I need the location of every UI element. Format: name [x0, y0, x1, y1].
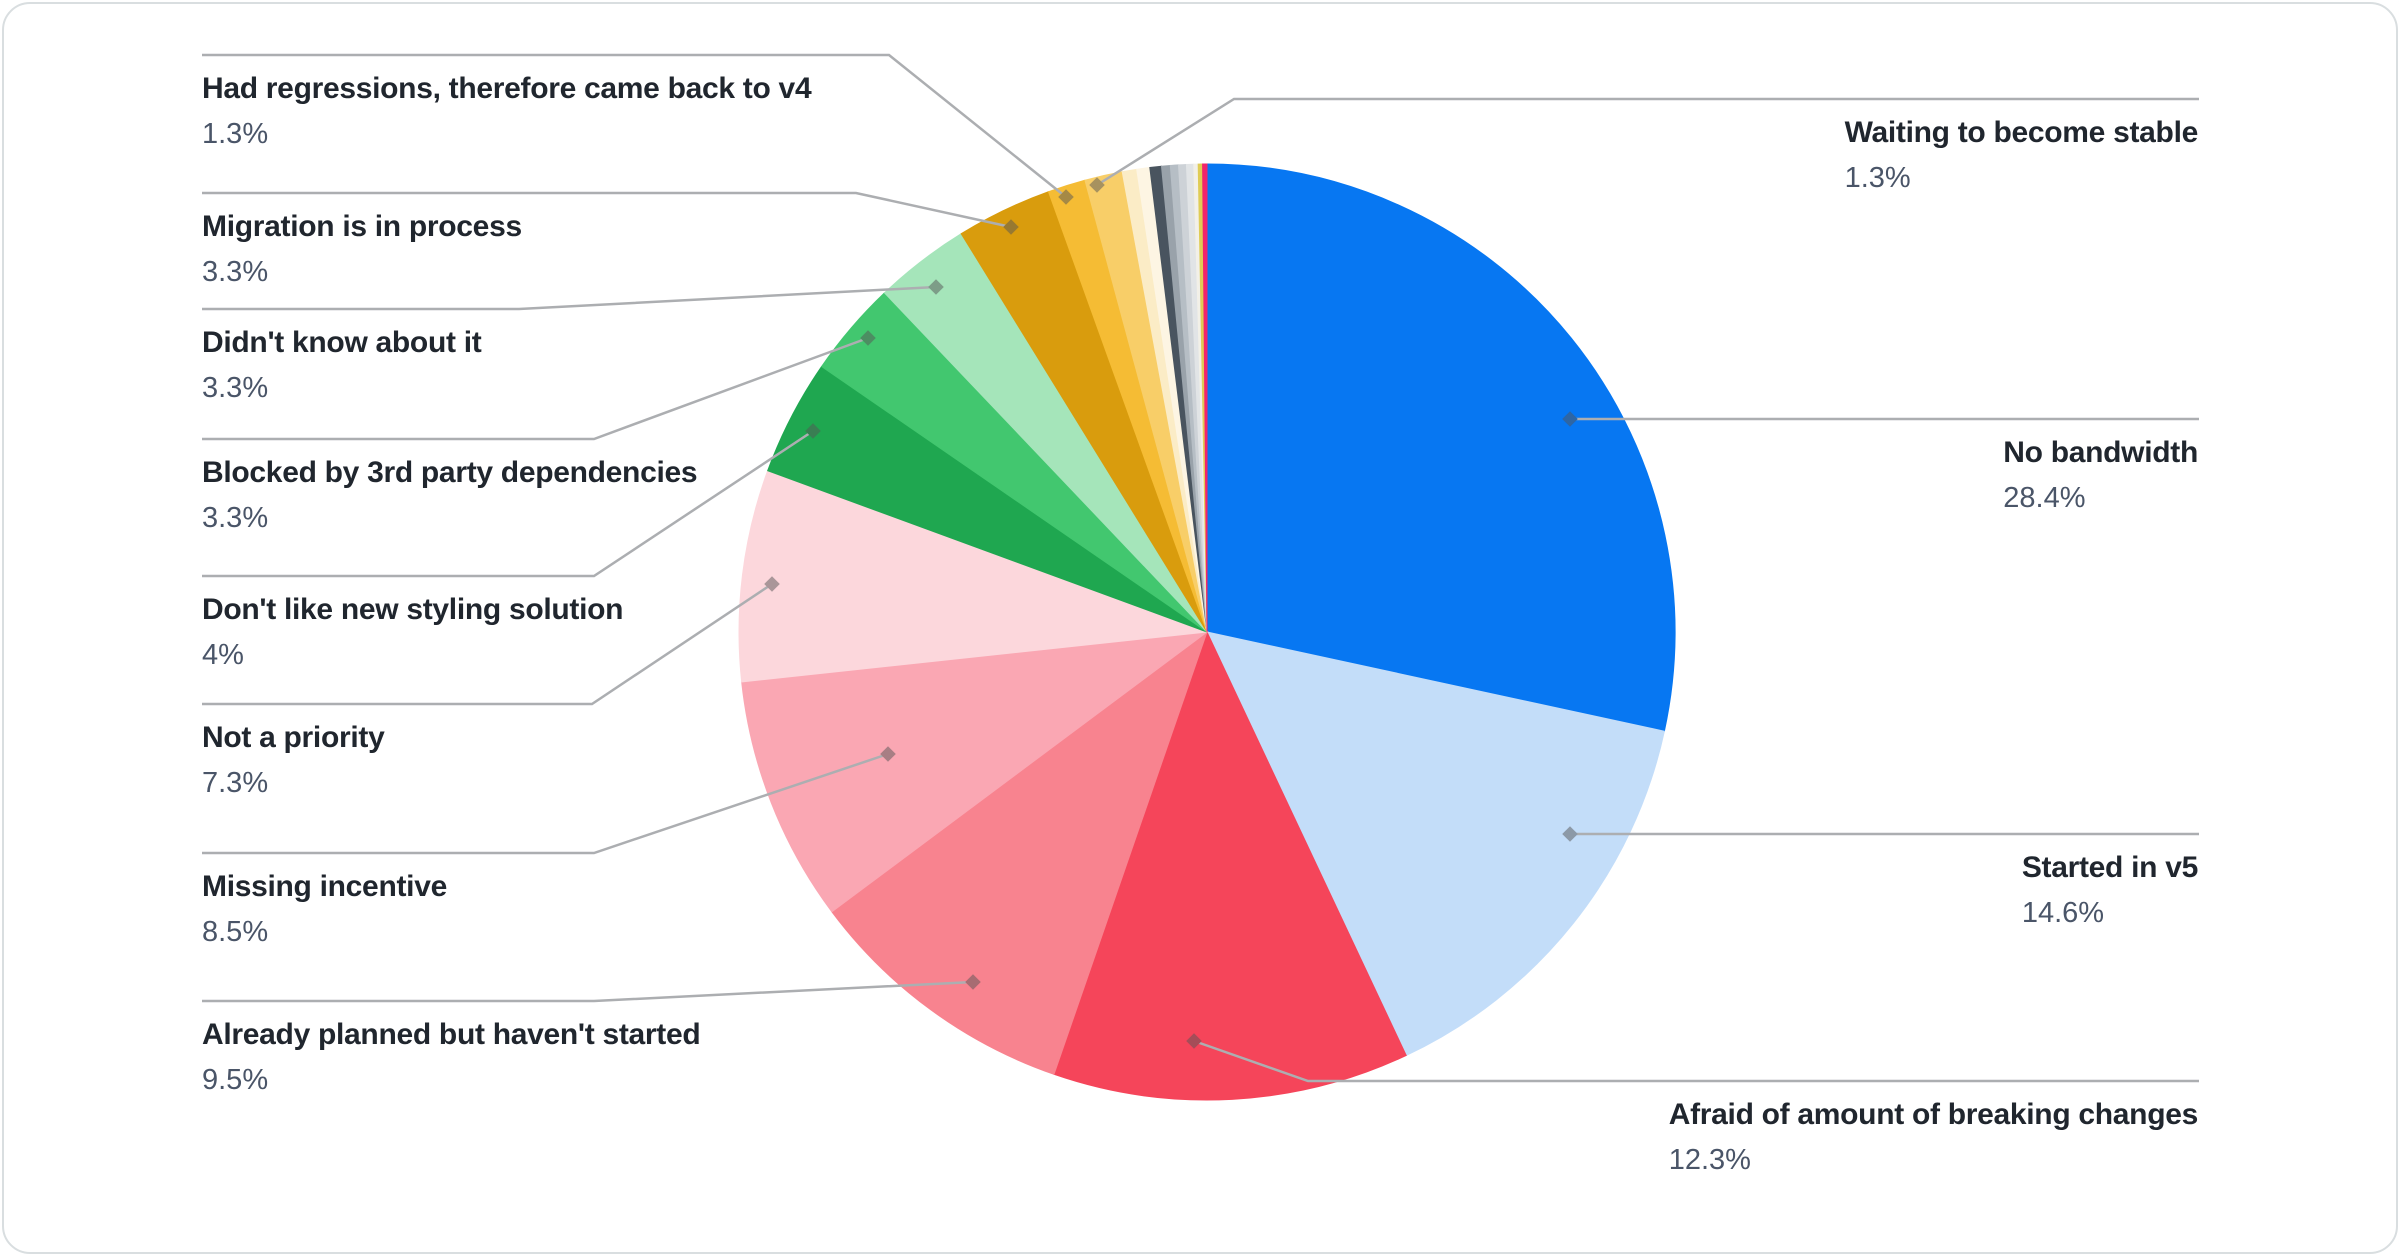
slice-percent-afraid-of-amount-of-breaking-changes: 12.3%	[1668, 1144, 1751, 1176]
slice-percent-migration-is-in-process: 3.3%	[202, 256, 269, 288]
connector-line-afraid-of-amount-of-breaking-changes	[1193, 1039, 2199, 1083]
label-block-started-in-v5: Started in v5 14.6%	[2022, 846, 2198, 936]
label-block-had-regressions-came-back-to-v4: Had regressions, therefore came back to …	[202, 67, 812, 157]
slice-percent-already-planned-but-havent-started: 9.5%	[202, 1064, 269, 1096]
slice-percent-no-bandwidth: 28.4%	[2003, 482, 2086, 514]
connector-line-didnt-know-about-it	[202, 285, 937, 311]
slice-afraid-of-amount-of-breaking-changes[interactable]	[1053, 630, 1407, 1101]
slice-percent-waiting-to-become-stable: 1.3%	[1844, 162, 1911, 194]
connector-line-missing-incentive	[202, 752, 889, 855]
slice-name-no-bandwidth: No bandwidth	[2003, 436, 2198, 469]
label-block-didnt-know-about-it: Didn't know about it 3.3%	[202, 321, 482, 411]
label-block-not-a-priority: Not a priority 7.3%	[202, 716, 385, 806]
slice-name-blocked-by-3rd-party-dependencies: Blocked by 3rd party dependencies	[202, 456, 698, 489]
slice-percent-had-regressions-came-back-to-v4: 1.3%	[202, 118, 269, 150]
marker-had-regressions-came-back-to-v4	[1058, 189, 1074, 205]
marker-already-planned-but-havent-started	[965, 974, 981, 990]
connector-line-dont-like-new-styling-solution	[202, 429, 814, 578]
slice-not-a-priority[interactable]	[738, 470, 1208, 683]
slice-name-not-a-priority: Not a priority	[202, 721, 385, 754]
marker-no-bandwidth	[1562, 411, 1578, 427]
marker-missing-incentive	[880, 746, 896, 762]
marker-afraid-of-amount-of-breaking-changes	[1186, 1033, 1202, 1049]
connector-line-waiting-to-become-stable	[1096, 97, 2199, 187]
label-block-afraid-of-amount-of-breaking-changes: Afraid of amount of breaking changes 12.3…	[1668, 1093, 2199, 1183]
slice-percent-didnt-know-about-it: 3.3%	[202, 372, 269, 404]
slice-percent-missing-incentive: 8.5%	[202, 916, 269, 948]
slice-name-afraid-of-amount-of-breaking-changes: Afraid of amount of breaking changes	[1668, 1098, 2199, 1131]
slice-percent-blocked-by-3rd-party-dependencies: 3.3%	[202, 502, 269, 534]
slice-name-missing-incentive: Missing incentive	[202, 870, 447, 903]
label-block-no-bandwidth: No bandwidth 28.4%	[2003, 431, 2198, 521]
slice-percent-dont-like-new-styling-solution: 4%	[202, 639, 244, 671]
slice-already-planned-but-havent-started[interactable]	[831, 630, 1209, 1075]
slice-name-waiting-to-become-stable: Waiting to become stable	[1844, 116, 2199, 149]
label-block-migration-is-in-process: Migration is in process 3.3%	[202, 205, 522, 295]
connector-line-had-regressions-came-back-to-v4	[202, 53, 1067, 198]
slice-no-bandwidth[interactable]	[1206, 163, 1676, 732]
connector-line-blocked-by-3rd-party-dependencies	[202, 336, 869, 441]
connector-line-already-planned-but-havent-started	[202, 980, 974, 1003]
label-block-dont-like-new-styling-solution: Don't like new styling solution 4%	[202, 588, 624, 678]
pie-chart	[202, 53, 2199, 1101]
connector-line-migration-is-in-process	[202, 191, 1012, 229]
label-block-waiting-to-become-stable: Waiting to become stable 1.3%	[1844, 111, 2199, 201]
slice-name-started-in-v5: Started in v5	[2021, 851, 2198, 884]
slice-name-migration-is-in-process: Migration is in process	[202, 210, 522, 243]
label-block-missing-incentive: Missing incentive 8.5%	[202, 865, 447, 955]
label-block-blocked-by-3rd-party-dependencies: Blocked by 3rd party dependencies 3.3%	[202, 451, 698, 541]
marker-not-a-priority	[764, 576, 780, 592]
connector-line-not-a-priority	[202, 582, 773, 706]
marker-migration-is-in-process	[1003, 219, 1019, 235]
slice-percent-started-in-v5: 14.6%	[2021, 897, 2105, 929]
slice-name-already-planned-but-havent-started: Already planned but haven't started	[202, 1018, 701, 1051]
slice-started-in-v5[interactable]	[1206, 631, 1665, 1057]
marker-started-in-v5	[1562, 826, 1578, 842]
marker-waiting-to-become-stable	[1089, 177, 1105, 193]
slice-unlabeled-crimson[interactable]	[1202, 163, 1208, 633]
slice-missing-incentive[interactable]	[741, 631, 1209, 913]
slice-name-had-regressions-came-back-to-v4: Had regressions, therefore came back to …	[202, 72, 812, 105]
slice-percent-not-a-priority: 7.3%	[202, 767, 269, 799]
slice-name-dont-like-new-styling-solution: Don't like new styling solution	[202, 593, 624, 626]
label-block-already-planned-but-havent-started: Already planned but haven't started 9.5%	[202, 1013, 701, 1103]
slice-name-didnt-know-about-it: Didn't know about it	[202, 326, 482, 359]
